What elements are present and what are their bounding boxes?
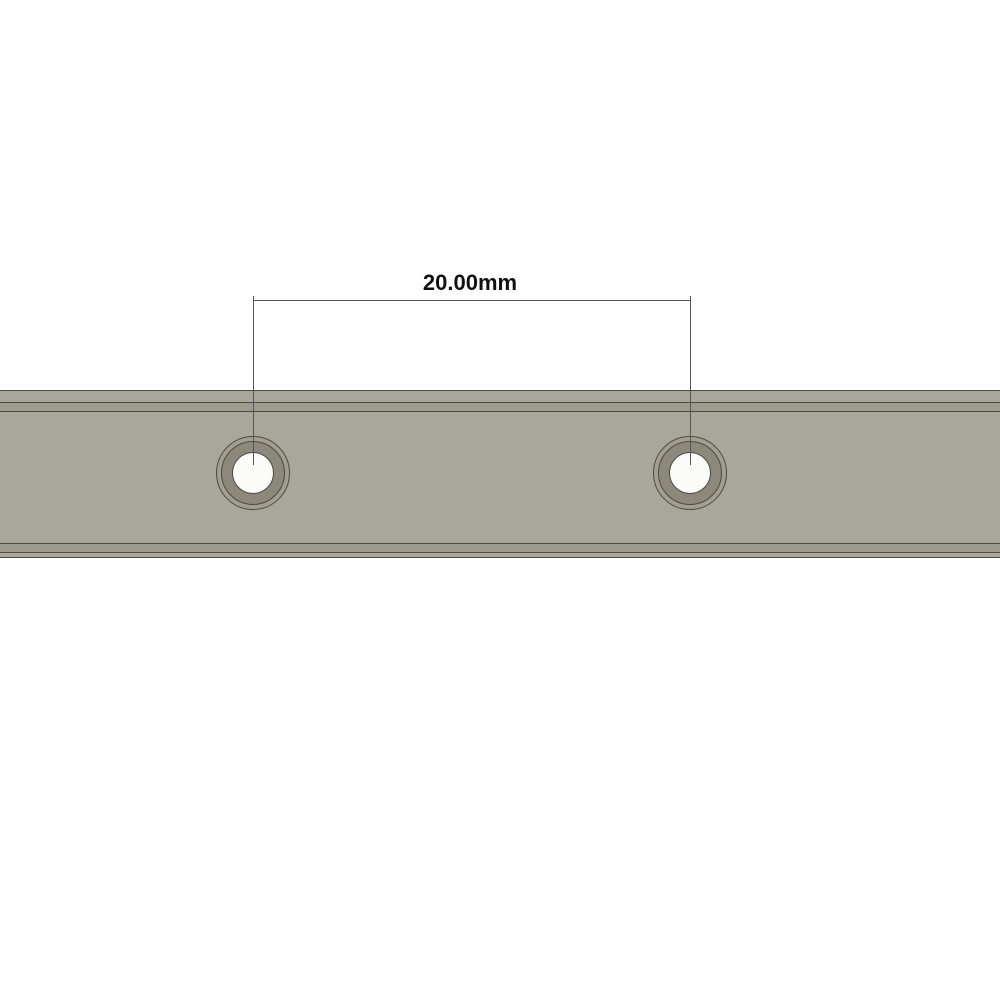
dimension-line	[253, 300, 690, 301]
rail-groove-top	[0, 402, 1000, 412]
dimension-label: 20.00mm	[423, 270, 517, 296]
extension-line-right	[690, 296, 691, 465]
extension-line-left	[253, 296, 254, 465]
rail-body	[0, 390, 1000, 558]
rail-groove-bottom	[0, 543, 1000, 553]
